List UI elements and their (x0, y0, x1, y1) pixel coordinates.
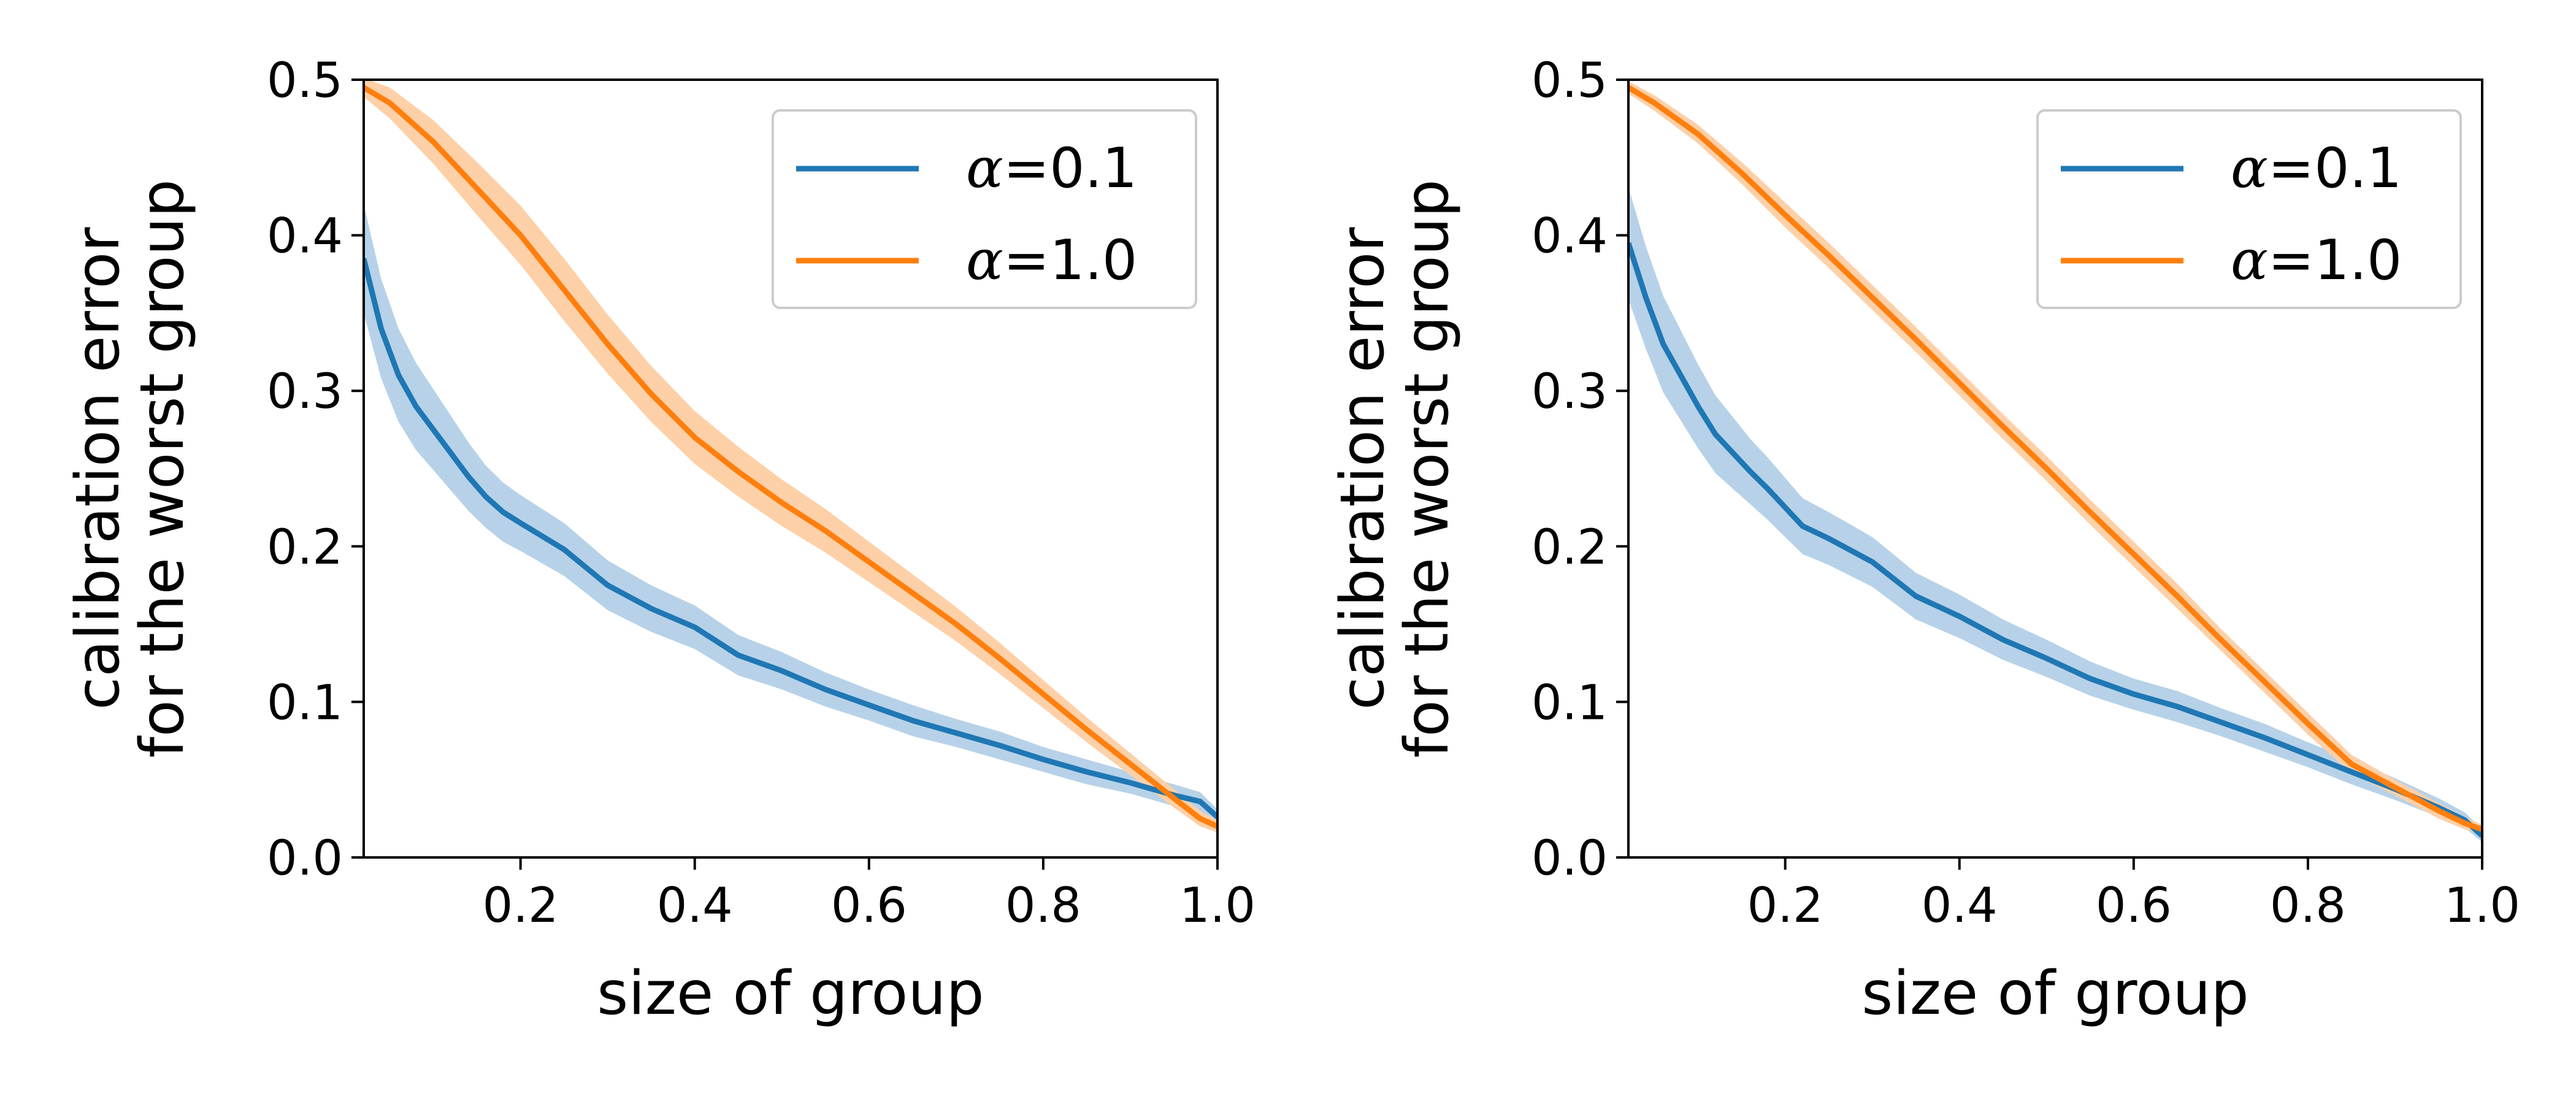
y-tick-label: 0.2 (1531, 520, 1608, 575)
x-tick-label: 1.0 (2444, 878, 2520, 933)
x-tick-label: 0.8 (1005, 878, 1081, 933)
x-tick-label: 0.4 (1922, 878, 1998, 933)
y-axis-label-line-1: calibration error (63, 227, 133, 710)
plot-area (364, 80, 1217, 833)
y-axis-label-line-2: for the worst group (1392, 179, 1462, 758)
x-tick-label: 0.6 (831, 878, 907, 933)
x-tick-label: 0.6 (2096, 878, 2172, 933)
y-axis-label-line-1: calibration error (1328, 227, 1398, 710)
confidence-band-series-0 (364, 204, 1217, 825)
series-line-1 (364, 85, 1217, 829)
legend-label-0: α=0.1 (966, 136, 1137, 201)
y-tick-label: 0.1 (1531, 675, 1608, 730)
y-tick-label: 0.3 (267, 364, 343, 420)
x-axis-label: size of group (597, 959, 984, 1029)
y-tick-label: 0.2 (267, 520, 343, 575)
confidence-band-series-0 (1628, 187, 2482, 842)
y-tick-label: 0.1 (267, 675, 343, 730)
x-tick-label: 0.8 (2270, 878, 2346, 933)
right-chart: 0.2 0.4 0.6 0.8 1.0 0.0 0.1 0.2 0.3 0.4 0.5 size of… (1328, 53, 2520, 1029)
legend-label-0: α=0.1 (2231, 136, 2402, 201)
x-axis-label: size of group (1861, 959, 2248, 1029)
y-tick-label: 0.0 (1531, 831, 1608, 886)
legend: α=0.1 α=1.0 (2036, 109, 2462, 309)
left-chart: 0.2 0.4 0.6 0.8 1.0 0.0 0.1 0.2 0.3 0.4 0.5 size of… (63, 53, 1255, 1029)
x-tick-label: 0.2 (483, 878, 559, 933)
legend-label-1: α=1.0 (2231, 228, 2402, 293)
x-tick-label: 0.4 (657, 878, 733, 933)
series-line-0 (364, 258, 1217, 819)
y-tick-label: 0.5 (267, 53, 343, 109)
y-axis-label-line-2: for the worst group (128, 179, 197, 758)
legend-label-1: α=1.0 (966, 228, 1137, 293)
y-tick-label: 0.4 (1531, 209, 1608, 264)
y-tick-label: 0.0 (267, 831, 343, 886)
axes-frame (362, 79, 1219, 859)
plot-area (1628, 81, 2482, 842)
axes-frame (1627, 79, 2483, 859)
x-tick-label: 1.0 (1179, 878, 1255, 933)
x-tick-label: 0.2 (1747, 878, 1823, 933)
y-tick-label: 0.3 (1531, 364, 1608, 420)
series-line-1 (1628, 85, 2482, 832)
y-tick-label: 0.4 (267, 209, 343, 264)
y-tick-label: 0.5 (1531, 53, 1608, 109)
legend: α=0.1 α=1.0 (772, 109, 1197, 309)
series-line-0 (1628, 242, 2482, 838)
